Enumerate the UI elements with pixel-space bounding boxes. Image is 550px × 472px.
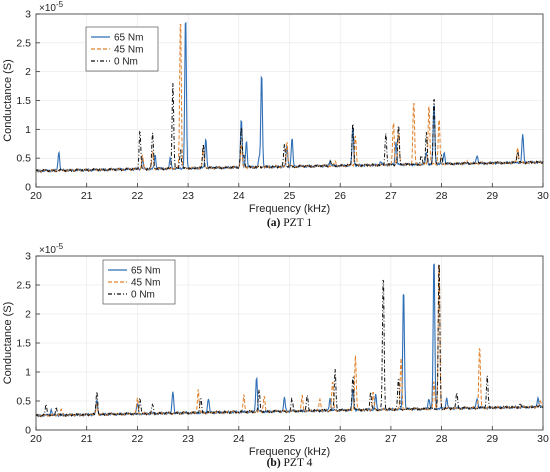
legend-label: 65 Nm — [131, 266, 160, 277]
x-tick-label: 29 — [486, 190, 498, 202]
x-tick-label: 24 — [233, 433, 245, 445]
y-axis-label: Conductance (S) — [2, 59, 14, 142]
panel-caption: (b) PZT 4 — [267, 457, 313, 469]
x-tick-label: 25 — [284, 433, 296, 445]
x-tick-label: 27 — [385, 190, 397, 202]
panel-pzt1-chart: 20 21 22 23 24 25 26 27 28 29 30 0 0.5 1 1.5 2 2.5 3 ×10-5… — [2, 0, 549, 229]
y-tick-label: 2 — [25, 66, 31, 78]
x-tick-label: 26 — [334, 190, 346, 202]
x-tick-label: 25 — [284, 190, 296, 202]
y-exponent-label: ×10-5 — [39, 0, 64, 14]
x-tick-label: 21 — [81, 433, 93, 445]
legend-label: 0 Nm — [114, 57, 138, 68]
x-tick-label: 29 — [486, 433, 498, 445]
y-tick-label: 3 — [25, 9, 31, 21]
x-tick-label: 22 — [132, 433, 144, 445]
x-tick-label: 28 — [436, 190, 448, 202]
x-tick-label: 20 — [30, 433, 42, 445]
panel-pzt4-chart: 20 21 22 23 24 25 26 27 28 29 30 0 0.5 1 1.5 2 2.5 3 ×10-5… — [2, 242, 549, 469]
legend-label: 45 Nm — [131, 278, 160, 289]
x-tick-label: 27 — [385, 433, 397, 445]
panel-caption: (a) PZT 1 — [267, 217, 312, 229]
y-tick-label: 3 — [25, 251, 31, 263]
series-line-45-nm — [35, 23, 544, 173]
y-tick-label: 0.5 — [16, 396, 31, 408]
x-tick-label: 23 — [182, 433, 194, 445]
series-line-0-nm — [35, 263, 544, 418]
x-tick-label: 22 — [132, 190, 144, 202]
y-tick-label: 2 — [25, 309, 31, 321]
y-tick-label: 1 — [25, 367, 31, 379]
x-tick-label: 30 — [537, 433, 549, 445]
y-exponent-label: ×10-5 — [39, 242, 64, 256]
x-tick-label: 30 — [537, 190, 549, 202]
legend-label: 45 Nm — [114, 45, 143, 56]
x-tick-label: 26 — [334, 433, 346, 445]
y-tick-label: 0 — [25, 425, 31, 437]
y-axis-label: Conductance (S) — [2, 302, 14, 385]
x-tick-label: 23 — [182, 190, 194, 202]
y-tick-label: 0.5 — [16, 153, 31, 165]
x-axis-label: Frequency (kHz) — [249, 203, 330, 215]
series-line-0-nm — [35, 83, 544, 173]
y-tick-label: 2.5 — [16, 280, 31, 292]
x-tick-label: 24 — [233, 190, 245, 202]
x-tick-label: 20 — [30, 190, 42, 202]
x-axis-label: Frequency (kHz) — [249, 446, 330, 458]
legend-label: 0 Nm — [131, 290, 155, 301]
y-tick-label: 2.5 — [16, 37, 31, 49]
legend-label: 65 Nm — [114, 33, 143, 44]
y-tick-label: 1 — [25, 124, 31, 136]
y-tick-label: 0 — [25, 182, 31, 194]
y-tick-label: 1.5 — [16, 95, 31, 107]
x-tick-label: 28 — [436, 433, 448, 445]
x-tick-label: 21 — [81, 190, 93, 202]
y-tick-label: 1.5 — [16, 338, 31, 350]
